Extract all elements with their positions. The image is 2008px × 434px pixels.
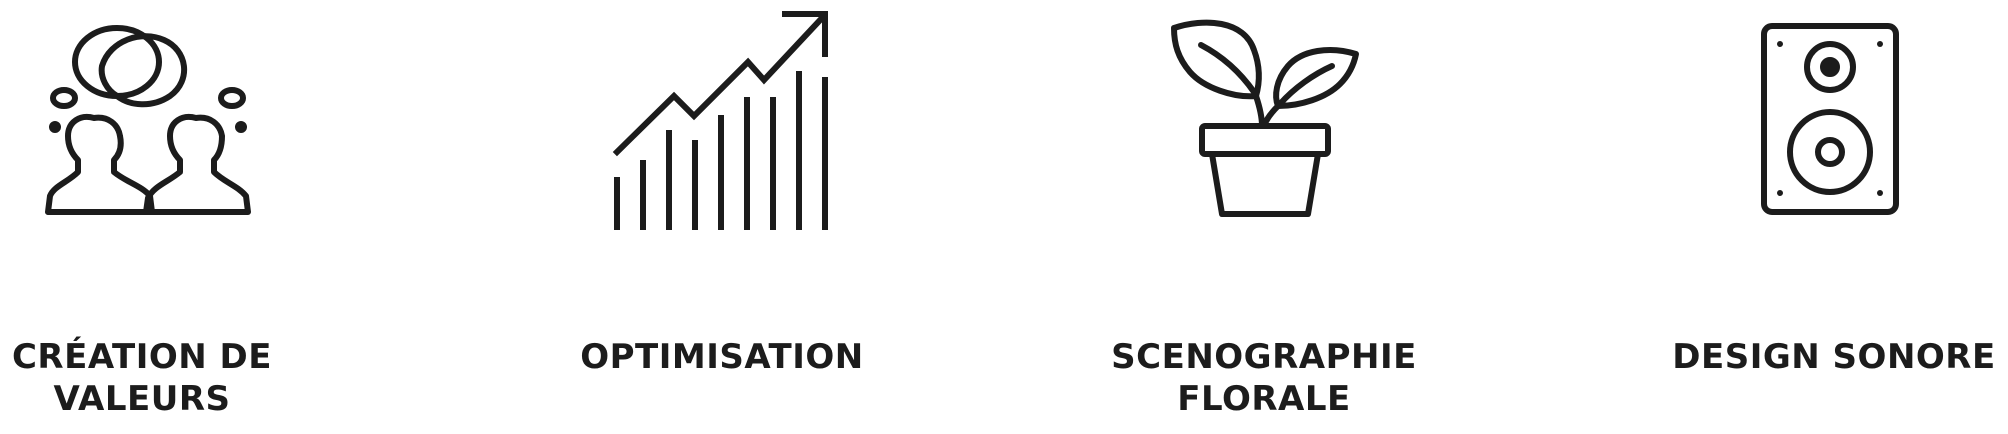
label-line: OPTIMISATION	[580, 337, 864, 377]
feature-label: OPTIMISATION	[522, 336, 922, 378]
feature-label: SCENOGRAPHIE FLORALE	[1064, 336, 1464, 420]
feature-creation-de-valeurs: CRÉATION DE VALEURS	[0, 0, 342, 434]
feature-optimisation: OPTIMISATION	[522, 0, 922, 434]
label-line: SCENOGRAPHIE	[1111, 337, 1417, 377]
label-line: VALEURS	[53, 379, 231, 419]
people-talking-icon	[0, 0, 342, 240]
feature-design-sonore: DESIGN SONORE	[1634, 0, 2008, 434]
feature-label: CRÉATION DE VALEURS	[0, 336, 342, 420]
label-line: FLORALE	[1177, 379, 1351, 419]
growth-chart-icon	[522, 0, 922, 240]
feature-scenographie-florale: SCENOGRAPHIE FLORALE	[1064, 0, 1464, 434]
label-line: CRÉATION DE	[11, 337, 273, 377]
speaker-icon	[1634, 0, 2008, 240]
label-line: DESIGN SONORE	[1672, 337, 1996, 377]
potted-plant-icon	[1064, 0, 1464, 240]
feature-label: DESIGN SONORE	[1634, 336, 2008, 378]
